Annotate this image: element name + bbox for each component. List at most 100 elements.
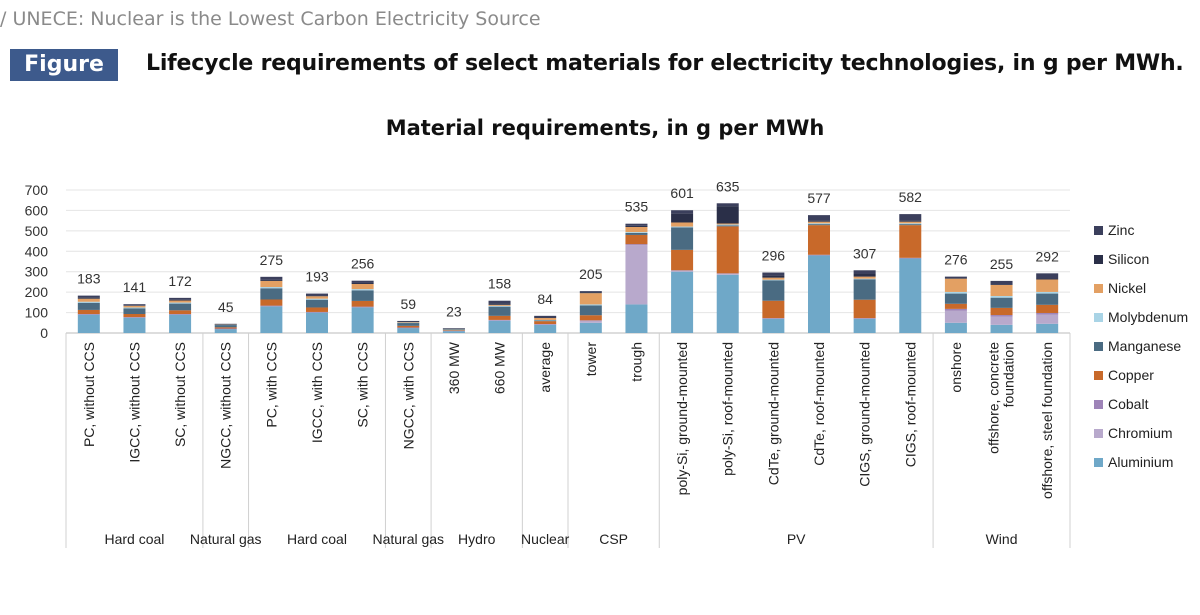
data-label: 255: [990, 256, 1014, 272]
bar-segment-zinc: [488, 300, 511, 304]
bar-segment-cobalt: [853, 318, 876, 319]
bar-segment-cobalt: [306, 311, 328, 313]
bar-segment-zinc: [762, 272, 785, 276]
bar-segment-cobalt: [808, 254, 830, 256]
bar-segment-nickel: [123, 305, 146, 308]
category-label: onshore: [948, 342, 964, 393]
bar-segment-nickel: [306, 296, 328, 299]
bar-segment-copper: [853, 299, 876, 319]
bar-segment-cobalt: [169, 314, 192, 315]
bar-segment-aluminium: [442, 330, 465, 333]
legend-swatch-silicon: [1094, 255, 1103, 264]
bar-segment-manganese: [579, 305, 602, 316]
group-label: CSP: [599, 531, 628, 547]
bar-segment-molybdenum: [625, 232, 648, 233]
data-label: 183: [77, 271, 101, 287]
bar-segment-manganese: [944, 293, 967, 304]
bar-segment-molybdenum: [351, 289, 374, 291]
data-label: 45: [218, 299, 234, 315]
bar-segment-zinc: [671, 210, 694, 214]
bar-segment-nickel: [579, 293, 602, 305]
bar-segment-chromium: [488, 320, 511, 321]
bar-segment-silicon: [1036, 278, 1059, 280]
legend-swatch-aluminium: [1094, 458, 1103, 467]
bar-segment-chromium: [534, 324, 557, 325]
bar-segment-silicon: [762, 275, 785, 278]
legend-swatch-zinc: [1094, 226, 1103, 235]
bar-segment-nickel: [808, 221, 830, 224]
bar-segment-aluminium: [762, 318, 785, 333]
bar-segment-zinc: [625, 223, 648, 226]
bar-segment-cobalt: [762, 318, 785, 319]
bar-segment-molybdenum: [534, 319, 557, 321]
bar-segment-aluminium: [671, 271, 694, 333]
bar-segment-aluminium: [214, 328, 237, 333]
bar-segment-chromium: [625, 245, 648, 305]
data-label: 205: [579, 266, 603, 282]
bar-segment-molybdenum: [671, 226, 694, 228]
bar-segment-copper: [488, 315, 511, 320]
data-label: 59: [400, 296, 416, 312]
bar-segment-copper: [990, 307, 1013, 316]
bar-segment-silicon: [808, 220, 830, 222]
y-tick-label: 500: [25, 223, 49, 239]
bar-segment-silicon: [671, 213, 694, 223]
y-tick-label: 600: [25, 202, 49, 218]
category-label: trough: [628, 342, 644, 382]
legend-swatch-copper: [1094, 371, 1103, 380]
bar-segment-cobalt: [534, 324, 557, 325]
bar-segment-aluminium: [944, 322, 967, 333]
bar-segment-silicon: [488, 303, 511, 305]
bar-segment-zinc: [534, 315, 557, 318]
group-label: Nuclear: [521, 531, 570, 547]
legend-label: Manganese: [1108, 338, 1181, 354]
bar-segment-nickel: [899, 221, 922, 224]
bar-segment-aluminium: [306, 312, 328, 333]
bar-segment-zinc: [899, 214, 922, 221]
bar-segment-nickel: [716, 223, 739, 225]
bar-segment-zinc: [853, 270, 876, 274]
bar-segment-zinc: [1036, 273, 1059, 279]
data-label: 635: [716, 178, 740, 194]
legend-label: Aluminium: [1108, 454, 1173, 470]
bar-segment-cobalt: [990, 315, 1013, 317]
bar-segment-copper: [579, 315, 602, 321]
bar-segment-zinc: [397, 320, 420, 322]
bar-segment-copper: [306, 307, 328, 312]
bar-segment-molybdenum: [853, 278, 876, 280]
group-label: Hard coal: [104, 531, 164, 547]
bar-segment-chromium: [579, 320, 602, 323]
bar-segment-manganese: [397, 322, 420, 326]
bar-segment-aluminium: [1036, 323, 1059, 333]
bar-segment-molybdenum: [397, 322, 420, 324]
bar-segment-zinc: [808, 215, 830, 221]
category-label: CdTe, roof-mounted: [811, 342, 827, 466]
bar-segment-manganese: [990, 297, 1013, 308]
category-label: PC, without CCS: [81, 342, 97, 447]
bar-segment-cobalt: [944, 308, 967, 311]
data-label: 141: [123, 279, 147, 295]
bar-segment-zinc: [944, 276, 967, 279]
bar-segment-nickel: [260, 280, 283, 288]
group-label: Natural gas: [190, 531, 262, 547]
y-tick-label: 200: [25, 284, 49, 300]
bar-segment-chromium: [716, 273, 739, 275]
category-label: offshore, steel foundation: [1039, 342, 1055, 499]
bar-segment-manganese: [169, 303, 192, 311]
bar-segment-aluminium: [260, 306, 283, 333]
bar-segment-copper: [1036, 304, 1059, 313]
data-label: 296: [762, 248, 786, 264]
bar-segment-manganese: [260, 288, 283, 300]
bar-segment-copper: [123, 314, 146, 318]
bar-segment-copper: [351, 300, 374, 307]
bar-segment-manganese: [1036, 293, 1059, 305]
bar-segment-cobalt: [625, 244, 648, 246]
bar-segment-cobalt: [716, 273, 739, 274]
data-label: 84: [537, 291, 553, 307]
bar-segment-manganese: [853, 279, 876, 300]
bar-segment-molybdenum: [716, 224, 739, 226]
bar-segment-molybdenum: [1036, 291, 1059, 294]
bar-segment-molybdenum: [260, 287, 283, 289]
group-label: Hard coal: [287, 531, 347, 547]
bar-segment-aluminium: [579, 322, 602, 333]
